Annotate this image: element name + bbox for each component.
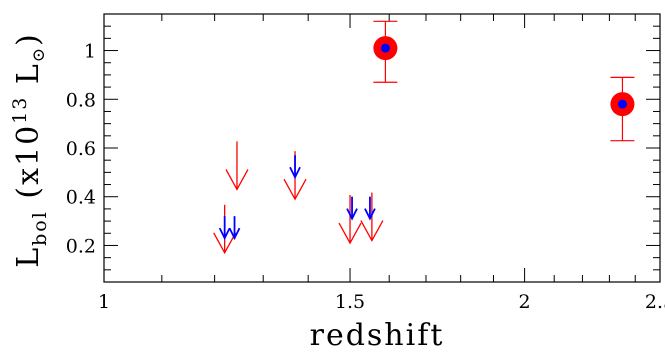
upper-limit-blue-arrow-head [289,166,301,180]
y-axis-title-open: (x10 [11,124,46,210]
detection-point [610,76,635,142]
upper-limit-red-arrow [225,141,249,191]
upper-limit-blue-arrow-head [364,208,376,221]
y-tick-label: 0.6 [66,138,96,160]
upper-limit-red-arrow-head [338,222,362,245]
upper-limit-blue-arrow-head [228,227,241,241]
y-axis-title: Lbol (x1013 L⊙) [9,32,51,268]
plot-axes [103,13,661,283]
upper-limit-blue-arrow [346,196,358,221]
upper-limit-red-arrow-head [283,178,307,201]
upper-limit-red-arrow-head [360,220,384,242]
y-tick-label: 0.8 [66,89,96,111]
upper-limit-red-arrow-head [225,169,249,191]
x-tick-label: 2.5 [645,291,665,313]
upper-limit-blue-arrow [364,196,376,221]
x-tick-label: 1.5 [335,291,365,313]
x-tick-label: 2 [519,291,531,313]
upper-limit-blue-arrow-head [346,208,358,221]
y-axis-title-exp: 13 [9,96,31,124]
upper-limit-blue-arrow [228,216,241,241]
plot-marks [213,20,635,255]
x-tick-label: 1 [98,291,110,313]
detection-marker-inner [380,43,390,53]
detection-point [373,20,398,83]
upper-limit-blue-arrow [218,216,231,241]
y-tick-label: 0.4 [66,187,96,209]
y-tick-label: 0.2 [66,235,96,257]
y-axis-title-sub: bol [29,210,51,246]
y-axis-title-sun: ⊙ [29,46,49,62]
upper-limit-blue-arrow [289,155,301,180]
x-axis-title: redshift [310,318,445,352]
y-axis-title-close: ) [11,32,46,46]
tick-labels: 1 1.5 2 2.5 0.2 0.4 0.6 0.8 1 [66,41,665,313]
y-axis-title-main: L [11,246,46,268]
upper-limit-blue-arrow-head [218,227,231,241]
y-axis-title-lsym: L [11,62,46,95]
upper-limit-red-arrow [338,195,362,245]
upper-limit-red-arrow-head [213,232,237,255]
y-tick-label: 1 [84,41,96,63]
detection-marker-inner [617,99,627,109]
